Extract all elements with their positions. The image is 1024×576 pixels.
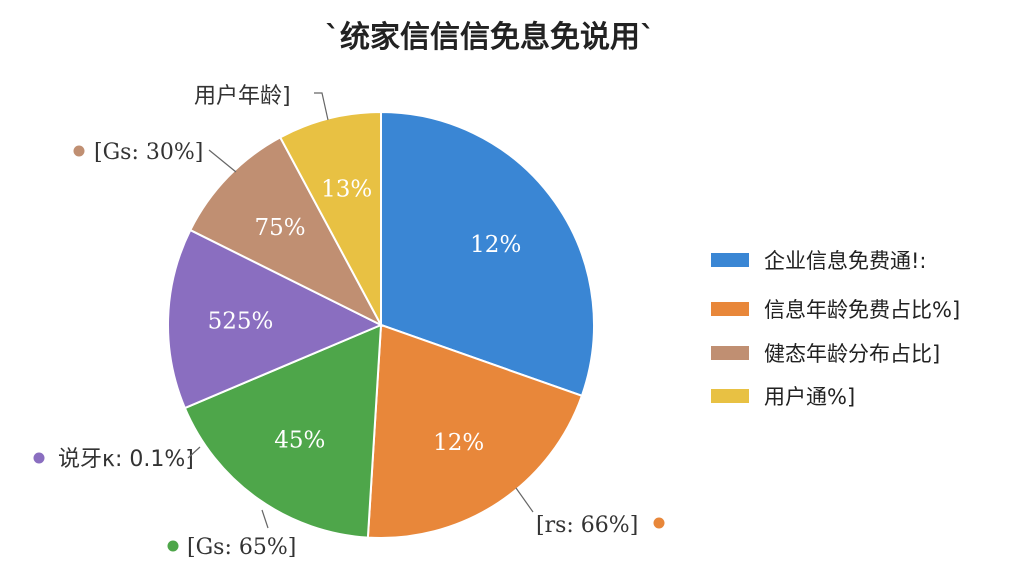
legend-item-label: 用户通%]	[764, 385, 855, 409]
callout-label: [rs: 66%]	[536, 513, 638, 538]
callout-marker-purple	[33, 452, 45, 464]
pie-slice-label: 13%	[321, 177, 372, 203]
callout-label: [Gs: 30%]	[94, 140, 203, 165]
chart-title: `统家信信信免息免说用`	[325, 20, 655, 55]
pie-slice	[278, 110, 382, 326]
callout-marker-orange	[653, 517, 665, 529]
legend-swatch-brown	[711, 346, 749, 360]
callout-leader-line	[515, 487, 534, 513]
pie-slice-label: 12%	[433, 430, 484, 456]
legend: 企业信息免费通!: 信息年龄免费占比%] 健态年龄分布占比] 用户通%]	[711, 249, 960, 409]
pie-slice-labels: 12% 12% 45% 525% 75% 13%	[208, 177, 522, 457]
legend-swatch-orange	[711, 302, 749, 316]
callout-leader-line	[261, 509, 269, 529]
pie-slice	[188, 135, 384, 328]
pie-slice-label: 75%	[255, 215, 306, 241]
callout-marker-green	[167, 540, 179, 552]
pie-slice	[167, 228, 384, 410]
pie-slice-label: 12%	[470, 232, 521, 258]
pie-slice	[183, 323, 383, 539]
pie-slice	[380, 110, 595, 398]
callout-leader-line	[208, 149, 237, 173]
legend-item-label: 企业信息免费通!:	[764, 249, 927, 273]
legend-swatch-blue	[711, 253, 749, 267]
pie-slices	[167, 110, 595, 539]
callout-label: 用户年龄]	[194, 84, 291, 109]
legend-item-label: 信息年龄免费占比%]	[764, 298, 960, 322]
pie-slice-label: 525%	[208, 309, 274, 335]
legend-item-label: 健态年龄分布占比]	[764, 342, 940, 366]
callout-group: [Gs: 30%] 用户年龄] 说牙κ: 0.1%] [Gs: 65%] [rs…	[33, 84, 665, 560]
callout-label: [Gs: 65%]	[187, 535, 296, 560]
callout-leader-line	[187, 446, 201, 459]
legend-swatch-yellow	[711, 389, 749, 403]
callout-marker-brown	[73, 145, 85, 157]
callout-leader-line	[314, 92, 329, 121]
pie-slice	[366, 323, 584, 539]
callout-label: 说牙κ: 0.1%]	[58, 447, 194, 472]
pie-slice-label: 45%	[274, 428, 325, 454]
